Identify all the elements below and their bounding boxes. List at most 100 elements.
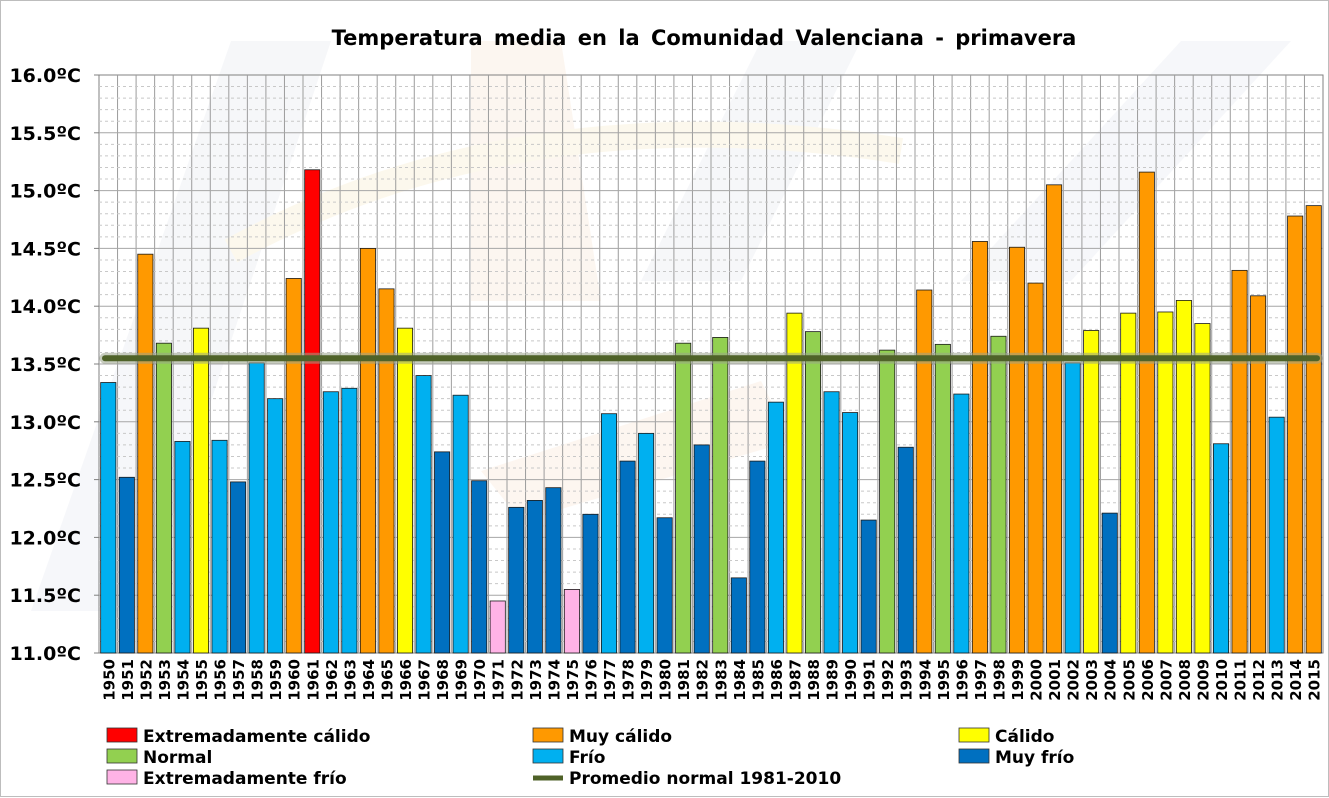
x-tick-label: 2014 (1287, 659, 1305, 701)
x-tick-label: 1960 (286, 659, 304, 701)
legend-label-ext_frio: Extremadamente frío (143, 769, 347, 789)
x-tick-label: 2003 (1083, 659, 1101, 701)
x-tick-label: 2006 (1139, 659, 1157, 701)
bar-2013 (1268, 416, 1285, 654)
x-tick-label: 1953 (156, 659, 174, 701)
x-tick-label: 1968 (434, 659, 452, 701)
x-tick-label: 2013 (1269, 659, 1287, 701)
x-tick-label: 1969 (453, 659, 471, 701)
x-tick-label: 1987 (786, 659, 804, 701)
x-tick-label: 1965 (378, 659, 396, 701)
bar-2012 (1250, 295, 1267, 654)
bar-1971 (489, 600, 506, 654)
bar-2014 (1287, 215, 1304, 654)
x-tick-label: 1976 (582, 659, 600, 701)
x-tick-label: 1975 (564, 659, 582, 701)
legend-label-frio: Frío (569, 748, 605, 768)
x-tick-label: 1971 (490, 659, 508, 701)
x-tick-label: 1995 (935, 659, 953, 701)
x-tick-label: 2011 (1232, 659, 1250, 701)
x-tick-label: 1977 (601, 659, 619, 701)
x-tick-label: 1992 (879, 659, 897, 701)
x-tick-label: 1958 (249, 659, 267, 701)
legend-label-ext_calido: Extremadamente cálido (143, 727, 370, 747)
bar-1952 (137, 253, 154, 654)
x-tick-label: 1951 (119, 659, 137, 701)
x-tick-label: 1988 (805, 659, 823, 701)
bar-1978 (619, 460, 636, 654)
x-tick-label: 2012 (1250, 659, 1268, 701)
x-tick-label: 1970 (471, 659, 489, 701)
legend: Extremadamente cálido Muy cálido Cálido Nor… (106, 727, 1074, 789)
bar-2003 (1083, 330, 1100, 654)
bar-1953 (155, 342, 172, 654)
bar-2015 (1305, 205, 1322, 654)
x-tick-label: 1964 (360, 659, 378, 701)
bar-2006 (1138, 171, 1155, 654)
bar-1994 (916, 289, 933, 654)
bar-1999 (1009, 246, 1026, 654)
y-tick-label: 12.0ºC (9, 527, 81, 549)
x-tick-label: 1983 (712, 659, 730, 701)
y-tick-label: 11.0ºC (9, 643, 81, 665)
bar-1990 (842, 412, 859, 654)
legend-swatch-normal (106, 748, 138, 764)
x-tick-label: 2000 (1028, 659, 1046, 701)
x-tick-label: 1994 (916, 659, 934, 701)
x-tick-label: 2010 (1213, 659, 1231, 701)
x-tick-label: 2007 (1157, 659, 1175, 701)
x-tick-label: 1961 (304, 659, 322, 701)
bar-1951 (118, 476, 135, 654)
y-tick-label: 15.5ºC (9, 123, 81, 145)
x-tick-label: 1981 (675, 659, 693, 701)
bar-1961 (304, 169, 321, 654)
x-tick-label: 1973 (527, 659, 545, 701)
bar-1970 (471, 480, 488, 654)
x-tick-label: 1956 (212, 659, 230, 701)
bar-1998 (990, 335, 1007, 654)
y-tick-label: 13.0ºC (9, 412, 81, 434)
horizontal-gridlines (99, 86, 1323, 642)
bar-1981 (675, 342, 692, 654)
x-tick-label: 1996 (953, 659, 971, 701)
x-tick-label: 1998 (990, 659, 1008, 701)
bar-1959 (267, 398, 284, 654)
x-tick-label: 1959 (267, 659, 285, 701)
x-tick-label: 2002 (1065, 659, 1083, 701)
legend-swatch-ext_calido (106, 727, 138, 743)
bar-1967 (415, 375, 432, 654)
bar-1991 (860, 519, 877, 654)
bar-1956 (211, 439, 228, 654)
y-tick-labels: 11.0ºC 11.5ºC 12.0ºC 12.5ºC 13.0ºC 13.5ºC 14.0… (9, 65, 99, 665)
bar-1975 (563, 589, 580, 654)
legend-swatch-muy_calido (532, 727, 564, 743)
bar-1989 (823, 391, 840, 654)
bar-1977 (601, 413, 618, 654)
x-tick-label: 2001 (1046, 659, 1064, 701)
legend-swatch-calido (958, 727, 990, 743)
legend-swatch-frio (532, 748, 564, 764)
bar-2007 (1157, 311, 1174, 654)
x-tick-label: 1982 (694, 659, 712, 701)
legend-label-muy_frio: Muy frío (995, 748, 1074, 768)
legend-label-promedio: Promedio normal 1981-2010 (569, 769, 841, 789)
bar-1976 (582, 513, 599, 654)
x-tick-label: 1954 (174, 659, 192, 701)
bar-1992 (879, 349, 896, 654)
x-tick-label: 1990 (842, 659, 860, 701)
bar-1957 (230, 481, 247, 654)
bar-1965 (378, 288, 395, 654)
bar-1982 (693, 444, 710, 654)
x-tick-label: 2004 (1102, 659, 1120, 701)
bar-1960 (285, 278, 302, 654)
bar-1954 (174, 441, 191, 654)
x-tick-label: 1952 (137, 659, 155, 701)
legend-swatch-ext_frio (106, 769, 138, 785)
x-tick-label: 1972 (508, 659, 526, 701)
bar-1972 (508, 506, 525, 654)
bar-1962 (322, 391, 339, 654)
x-tick-label: 2015 (1306, 659, 1324, 701)
chart-title: Temperatura media en la Comunidad Valenc… (332, 26, 1077, 50)
